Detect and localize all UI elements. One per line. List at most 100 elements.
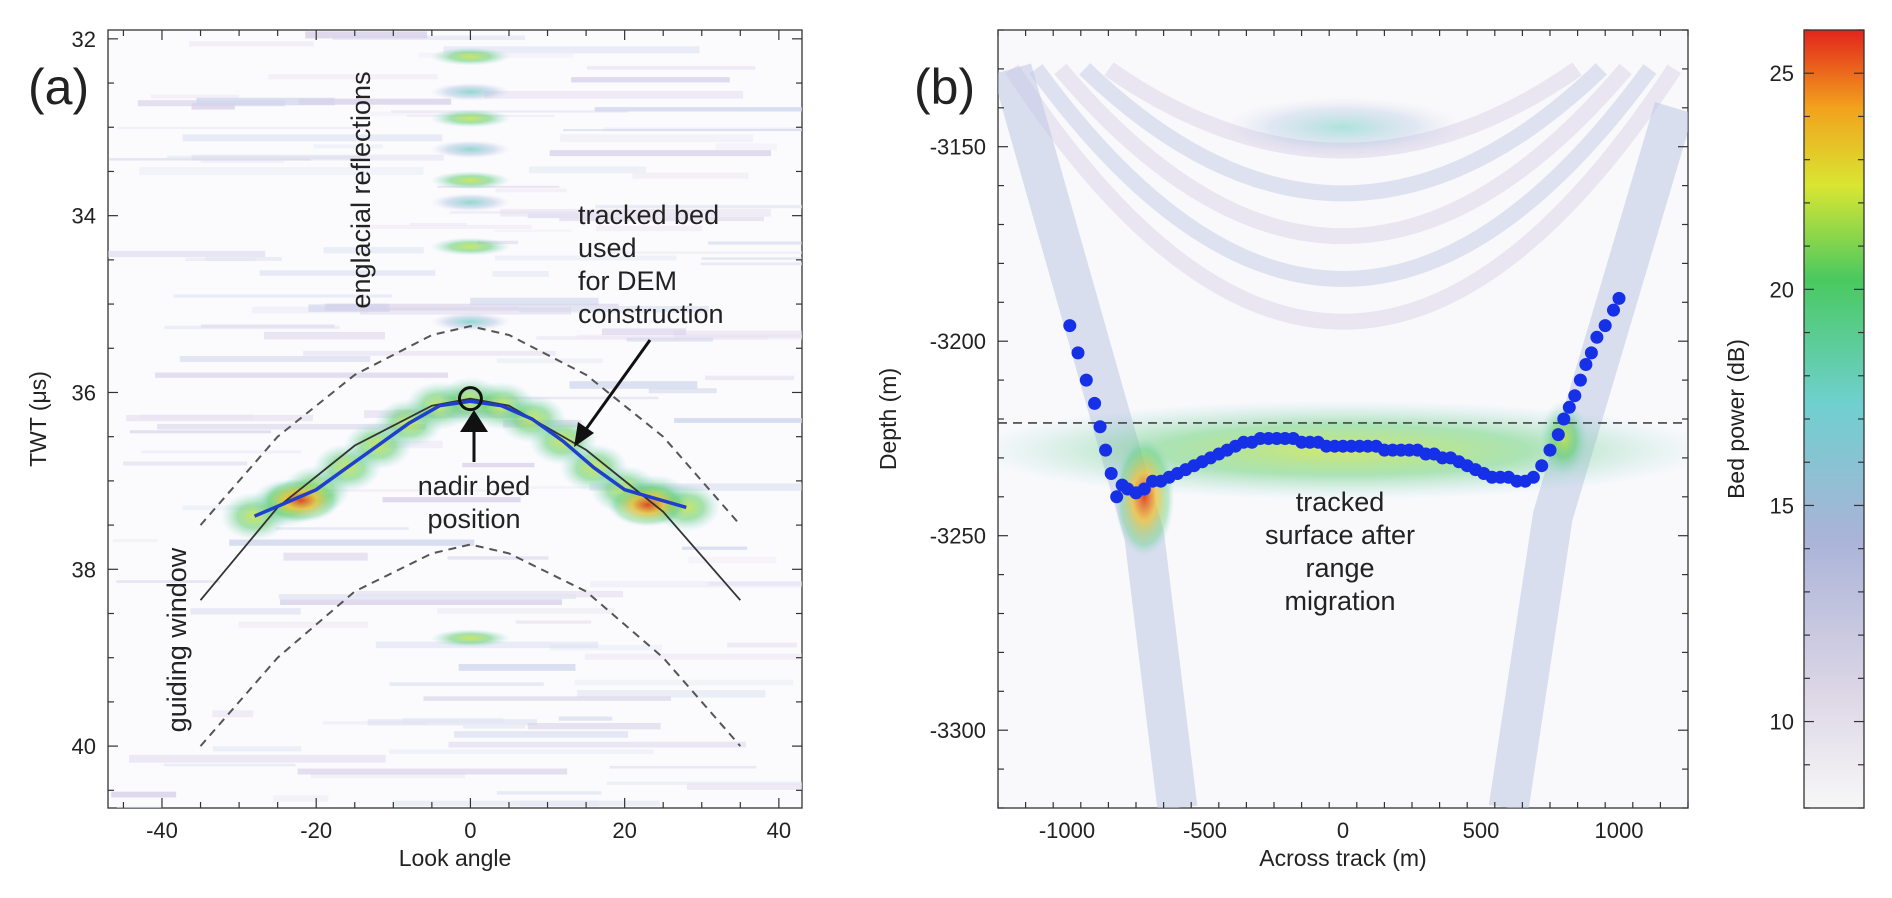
tracked-bed-line-4: construction [578, 299, 724, 329]
noise-streak [648, 388, 717, 394]
noise-streak [303, 350, 556, 356]
noise-streak [196, 97, 335, 106]
surface-point [1551, 428, 1565, 442]
surface-point [1079, 373, 1093, 387]
panel-b: -1000 -500 0 500 1000 -3150 -3200 -3250 -3300 (b… [875, 29, 1689, 871]
x-tick-label: 0 [464, 818, 476, 843]
noise-streak [360, 307, 572, 315]
noise-streak [519, 800, 600, 807]
panel-b-xlabel: Across track (m) [1259, 845, 1426, 871]
noise-streak [492, 271, 549, 277]
surface-line-3: range [1305, 553, 1374, 583]
noise-streak [190, 608, 301, 615]
englacial-reflection-blob [430, 312, 511, 331]
noise-streak [189, 41, 314, 47]
noise-streak [323, 489, 528, 492]
noise-streak [129, 430, 272, 434]
noise-streak [212, 746, 302, 752]
bed-hotspot [260, 478, 341, 523]
surface-point [1612, 291, 1626, 305]
noise-streak [360, 111, 459, 116]
tracked-bed-line [253, 399, 687, 518]
noise-streak [139, 167, 424, 175]
colorbar-ticks: 10 15 20 25 [1770, 29, 1864, 809]
noise-streak [117, 126, 364, 129]
englacial-reflection-blob [430, 109, 511, 128]
noise-streak [155, 372, 449, 378]
englacial-reflection-blob [430, 140, 511, 159]
noise-streak [389, 682, 544, 686]
surface-point [1584, 346, 1598, 360]
x-tick-label: 40 [767, 818, 791, 843]
englacial-reflection-blob [430, 47, 511, 66]
noise-streak [191, 103, 235, 110]
noise-streak [150, 94, 240, 99]
noise-streak [173, 294, 393, 298]
surface-point [1579, 358, 1593, 371]
noise-streak [674, 418, 802, 423]
noise-streak [443, 46, 700, 54]
noise-streak [126, 414, 313, 422]
noise-streak [437, 608, 615, 614]
y-tick-label: -3300 [930, 718, 986, 743]
nadir-arrowhead [460, 410, 488, 432]
tracked-surface-annotation: tracked surface after range migration [1265, 487, 1415, 616]
noise-streak [715, 143, 777, 151]
surface-point [1110, 490, 1124, 504]
cb-tick-label: 15 [1770, 493, 1794, 518]
noise-streak [297, 768, 568, 775]
noise-streak [263, 331, 385, 340]
surface-point [1573, 373, 1587, 387]
thin-bed-curve [199, 397, 741, 601]
noise-streak [673, 330, 802, 338]
noise-streak [163, 763, 296, 767]
migration-arc [1079, 63, 1607, 202]
noise-streak [108, 250, 266, 258]
surface-line-1: tracked [1296, 487, 1385, 517]
tracked-bed-arrow [582, 339, 652, 433]
noise-streak [324, 303, 619, 311]
tracked-bed-line-3: for DEM [578, 266, 677, 296]
noise-streak [584, 653, 802, 660]
panel-b-ylabel: Depth (m) [875, 368, 901, 470]
noise-streak [494, 255, 677, 261]
noise-streak [515, 620, 592, 624]
migration-arc [1005, 64, 1681, 330]
noise-streak [367, 719, 538, 726]
panel-a-xlabel: Look angle [399, 845, 512, 871]
noise-streak [280, 599, 562, 606]
x-tick-label: -500 [1183, 818, 1227, 843]
noise-streak [164, 325, 340, 330]
noise-streak [707, 241, 802, 245]
surface-point [1088, 396, 1102, 410]
y-tick-label: 38 [72, 557, 96, 582]
noise-streak [500, 208, 771, 217]
noise-streak [496, 791, 602, 795]
englacial-reflection-blob [430, 237, 511, 256]
x-tick-label: -40 [146, 818, 178, 843]
surface-point [1568, 389, 1582, 403]
noise-streak [700, 262, 802, 266]
cb-tick-label: 10 [1770, 710, 1794, 735]
tracked-bed-line-2: used [578, 233, 637, 263]
noise-streak [626, 337, 713, 342]
noise-streak [577, 690, 766, 698]
noise-streak [462, 462, 535, 468]
y-tick-label: 32 [72, 27, 96, 52]
surface-point [1137, 482, 1151, 496]
noise-streak [129, 754, 386, 763]
surface-line-2: surface after [1265, 520, 1415, 550]
noise-streak [688, 556, 777, 564]
migration-arc [1029, 64, 1657, 287]
noise-streak [229, 539, 475, 546]
noise-streak [259, 270, 436, 276]
noise-streak [238, 621, 369, 628]
noise-streak [200, 324, 335, 328]
noise-streak [458, 663, 576, 671]
noise-streak [571, 77, 730, 83]
noise-streak [563, 128, 802, 132]
x-tick-label: -1000 [1039, 818, 1095, 843]
surface-point [1526, 470, 1540, 484]
englacial-reflection-blob [430, 171, 511, 190]
